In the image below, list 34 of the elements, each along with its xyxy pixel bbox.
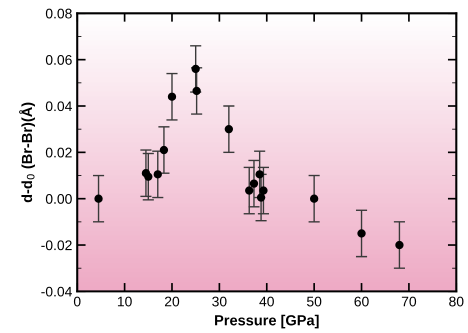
point — [192, 64, 200, 74]
point — [357, 229, 366, 238]
point — [154, 170, 162, 179]
point — [255, 170, 264, 179]
x-tick-label: 20 — [164, 296, 180, 306]
y-axis-title: d-d$_{0}$ (Br-Br)(Å) — [19, 102, 36, 202]
x-tick-label: 70 — [402, 296, 416, 306]
x-tick-label: 60 — [354, 296, 369, 306]
point — [224, 125, 234, 134]
y-tick-label: -0.04 — [41, 286, 72, 297]
x-tick-label: 10 — [118, 296, 132, 306]
point — [192, 86, 201, 96]
point — [395, 240, 404, 250]
x-tick-label: 30 — [212, 296, 227, 306]
point — [168, 92, 176, 101]
y-tick-label: 0.04 — [46, 101, 72, 112]
y-tick-label: 0.06 — [46, 54, 72, 65]
x-axis-title: Pressure [GPa] — [215, 314, 319, 328]
point — [144, 172, 152, 181]
y-tick-label: -0.02 — [41, 240, 72, 250]
point — [310, 194, 318, 203]
point — [245, 186, 254, 195]
point — [160, 146, 168, 154]
y-tick-label: 0.00 — [46, 194, 72, 204]
x-tick-label: 40 — [259, 296, 274, 306]
x-tick-label: 0 — [74, 296, 81, 306]
y-tick-label: 0.08 — [46, 8, 72, 18]
point — [94, 194, 103, 203]
point — [259, 186, 268, 195]
x-tick-label: 50 — [306, 296, 322, 306]
x-tick-label: 80 — [449, 296, 464, 306]
y-tick-label: 0.02 — [46, 148, 72, 158]
point — [256, 193, 266, 202]
point — [250, 179, 258, 188]
